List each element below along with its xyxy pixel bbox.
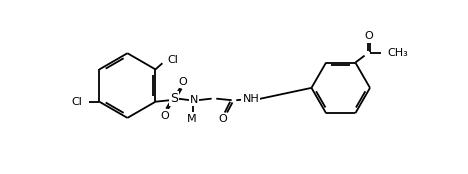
- Text: Cl: Cl: [168, 55, 179, 65]
- Text: M: M: [187, 114, 197, 124]
- Text: Cl: Cl: [72, 97, 82, 107]
- Text: O: O: [161, 111, 169, 121]
- Text: CH₃: CH₃: [388, 48, 409, 58]
- Text: O: O: [218, 114, 227, 124]
- Text: O: O: [179, 77, 188, 87]
- Text: NH: NH: [242, 94, 259, 104]
- Text: O: O: [365, 31, 373, 41]
- Text: N: N: [190, 95, 198, 105]
- Text: S: S: [170, 92, 178, 105]
